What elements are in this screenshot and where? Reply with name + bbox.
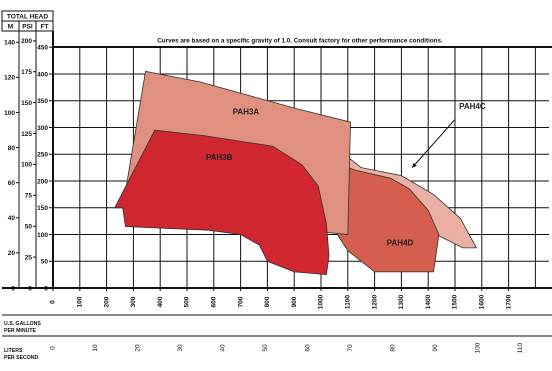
lps-tick-label: 50	[262, 344, 269, 352]
lps-tick-label: 10	[92, 344, 99, 352]
lps-axis-label-line2: PER SECOND	[4, 355, 39, 361]
ft-tick-label: 350	[37, 98, 48, 105]
callout-arrowhead	[412, 162, 417, 168]
series-label-pah3b: PAH3B	[206, 153, 233, 162]
gpm-tick-label: 1700	[505, 294, 512, 309]
gpm-tick-label: 300	[130, 296, 137, 307]
series-label-pah3a: PAH3A	[233, 107, 260, 116]
psi-tick-label: 125	[21, 131, 32, 138]
m-tick-label: 20	[8, 250, 16, 257]
psi-tick-label: 50	[25, 224, 33, 231]
gpm-tick-label: 1400	[425, 294, 432, 309]
gpm-tick-label: 200	[103, 296, 110, 307]
series-label-pah4d: PAH4D	[387, 239, 414, 248]
gpm-tick-label: 900	[291, 296, 298, 307]
lps-tick-label: 80	[390, 344, 397, 352]
unit-psi-header: PSI	[22, 24, 33, 31]
gpm-tick-label: 600	[211, 296, 218, 307]
ft-tick-label: 200	[37, 178, 48, 185]
lps-tick-label: 30	[177, 344, 184, 352]
unit-ft-header: FT	[41, 24, 49, 31]
gpm-tick-label: 700	[237, 296, 244, 307]
lps-tick-label: 100	[474, 342, 481, 353]
gpm-tick-label: 1600	[479, 294, 486, 309]
gpm-tick-label: 1500	[452, 294, 459, 309]
gpm-tick-label: 100	[77, 296, 84, 307]
m-tick-label: 80	[8, 145, 16, 152]
chart-note: Curves are based on a specific gravity o…	[157, 38, 443, 45]
ft-tick-label: 50	[41, 259, 49, 266]
m-tick-label: 120	[4, 75, 15, 82]
gpm-tick-label: 1000	[318, 294, 325, 309]
gpm-tick-label: 1100	[345, 295, 352, 309]
m-tick-label: 40	[8, 215, 16, 222]
ft-tick-label: 400	[37, 71, 48, 78]
gpm-tick-label: 800	[264, 296, 271, 307]
lps-tick-label: 70	[347, 344, 354, 352]
total-head-header: TOTAL HEAD	[7, 14, 48, 21]
ft-tick-label: 450	[37, 45, 48, 52]
ft-tick-label: 300	[37, 125, 48, 132]
ft-tick-label: 150	[37, 205, 48, 212]
psi-tick-label: 150	[21, 100, 32, 107]
m-tick-label: 140	[4, 40, 15, 47]
gpm-tick-label: 1300	[398, 294, 405, 309]
lps-tick-label: 0	[50, 346, 57, 350]
m-tick-label: 0	[11, 285, 15, 292]
lps-tick-label: 20	[135, 344, 142, 352]
psi-tick-label: 0	[28, 285, 32, 292]
ft-tick-label: 0	[44, 285, 48, 292]
lps-axis-label-line1: LITERS	[4, 348, 23, 354]
psi-tick-label: 100	[21, 162, 32, 169]
unit-m-header: M	[8, 24, 13, 31]
lps-tick-label: 40	[220, 344, 227, 352]
gpm-axis-label-line2: PER MINUTE	[4, 328, 37, 334]
m-tick-label: 100	[4, 110, 15, 117]
gpm-tick-label: 0	[50, 300, 57, 304]
gpm-tick-label: 400	[157, 296, 164, 307]
lps-tick-label: 90	[432, 344, 439, 352]
lps-tick-label: 110	[517, 342, 524, 353]
psi-tick-label: 25	[25, 254, 33, 261]
m-tick-label: 60	[8, 180, 16, 187]
gpm-tick-label: 1200	[371, 294, 378, 309]
gpm-axis-label-line1: U.S. GALLONS	[4, 321, 41, 327]
callout-line	[411, 119, 456, 168]
curve-pah3b	[113, 129, 330, 276]
gpm-tick-label: 500	[184, 296, 191, 307]
psi-tick-label: 175	[21, 69, 32, 76]
lps-tick-label: 60	[305, 344, 312, 352]
psi-tick-label: 75	[25, 193, 33, 200]
ft-tick-label: 250	[37, 152, 48, 159]
series-label-pah4c: PAH4C	[459, 102, 486, 111]
ft-tick-label: 100	[37, 232, 48, 239]
psi-tick-label: 200	[21, 38, 32, 45]
